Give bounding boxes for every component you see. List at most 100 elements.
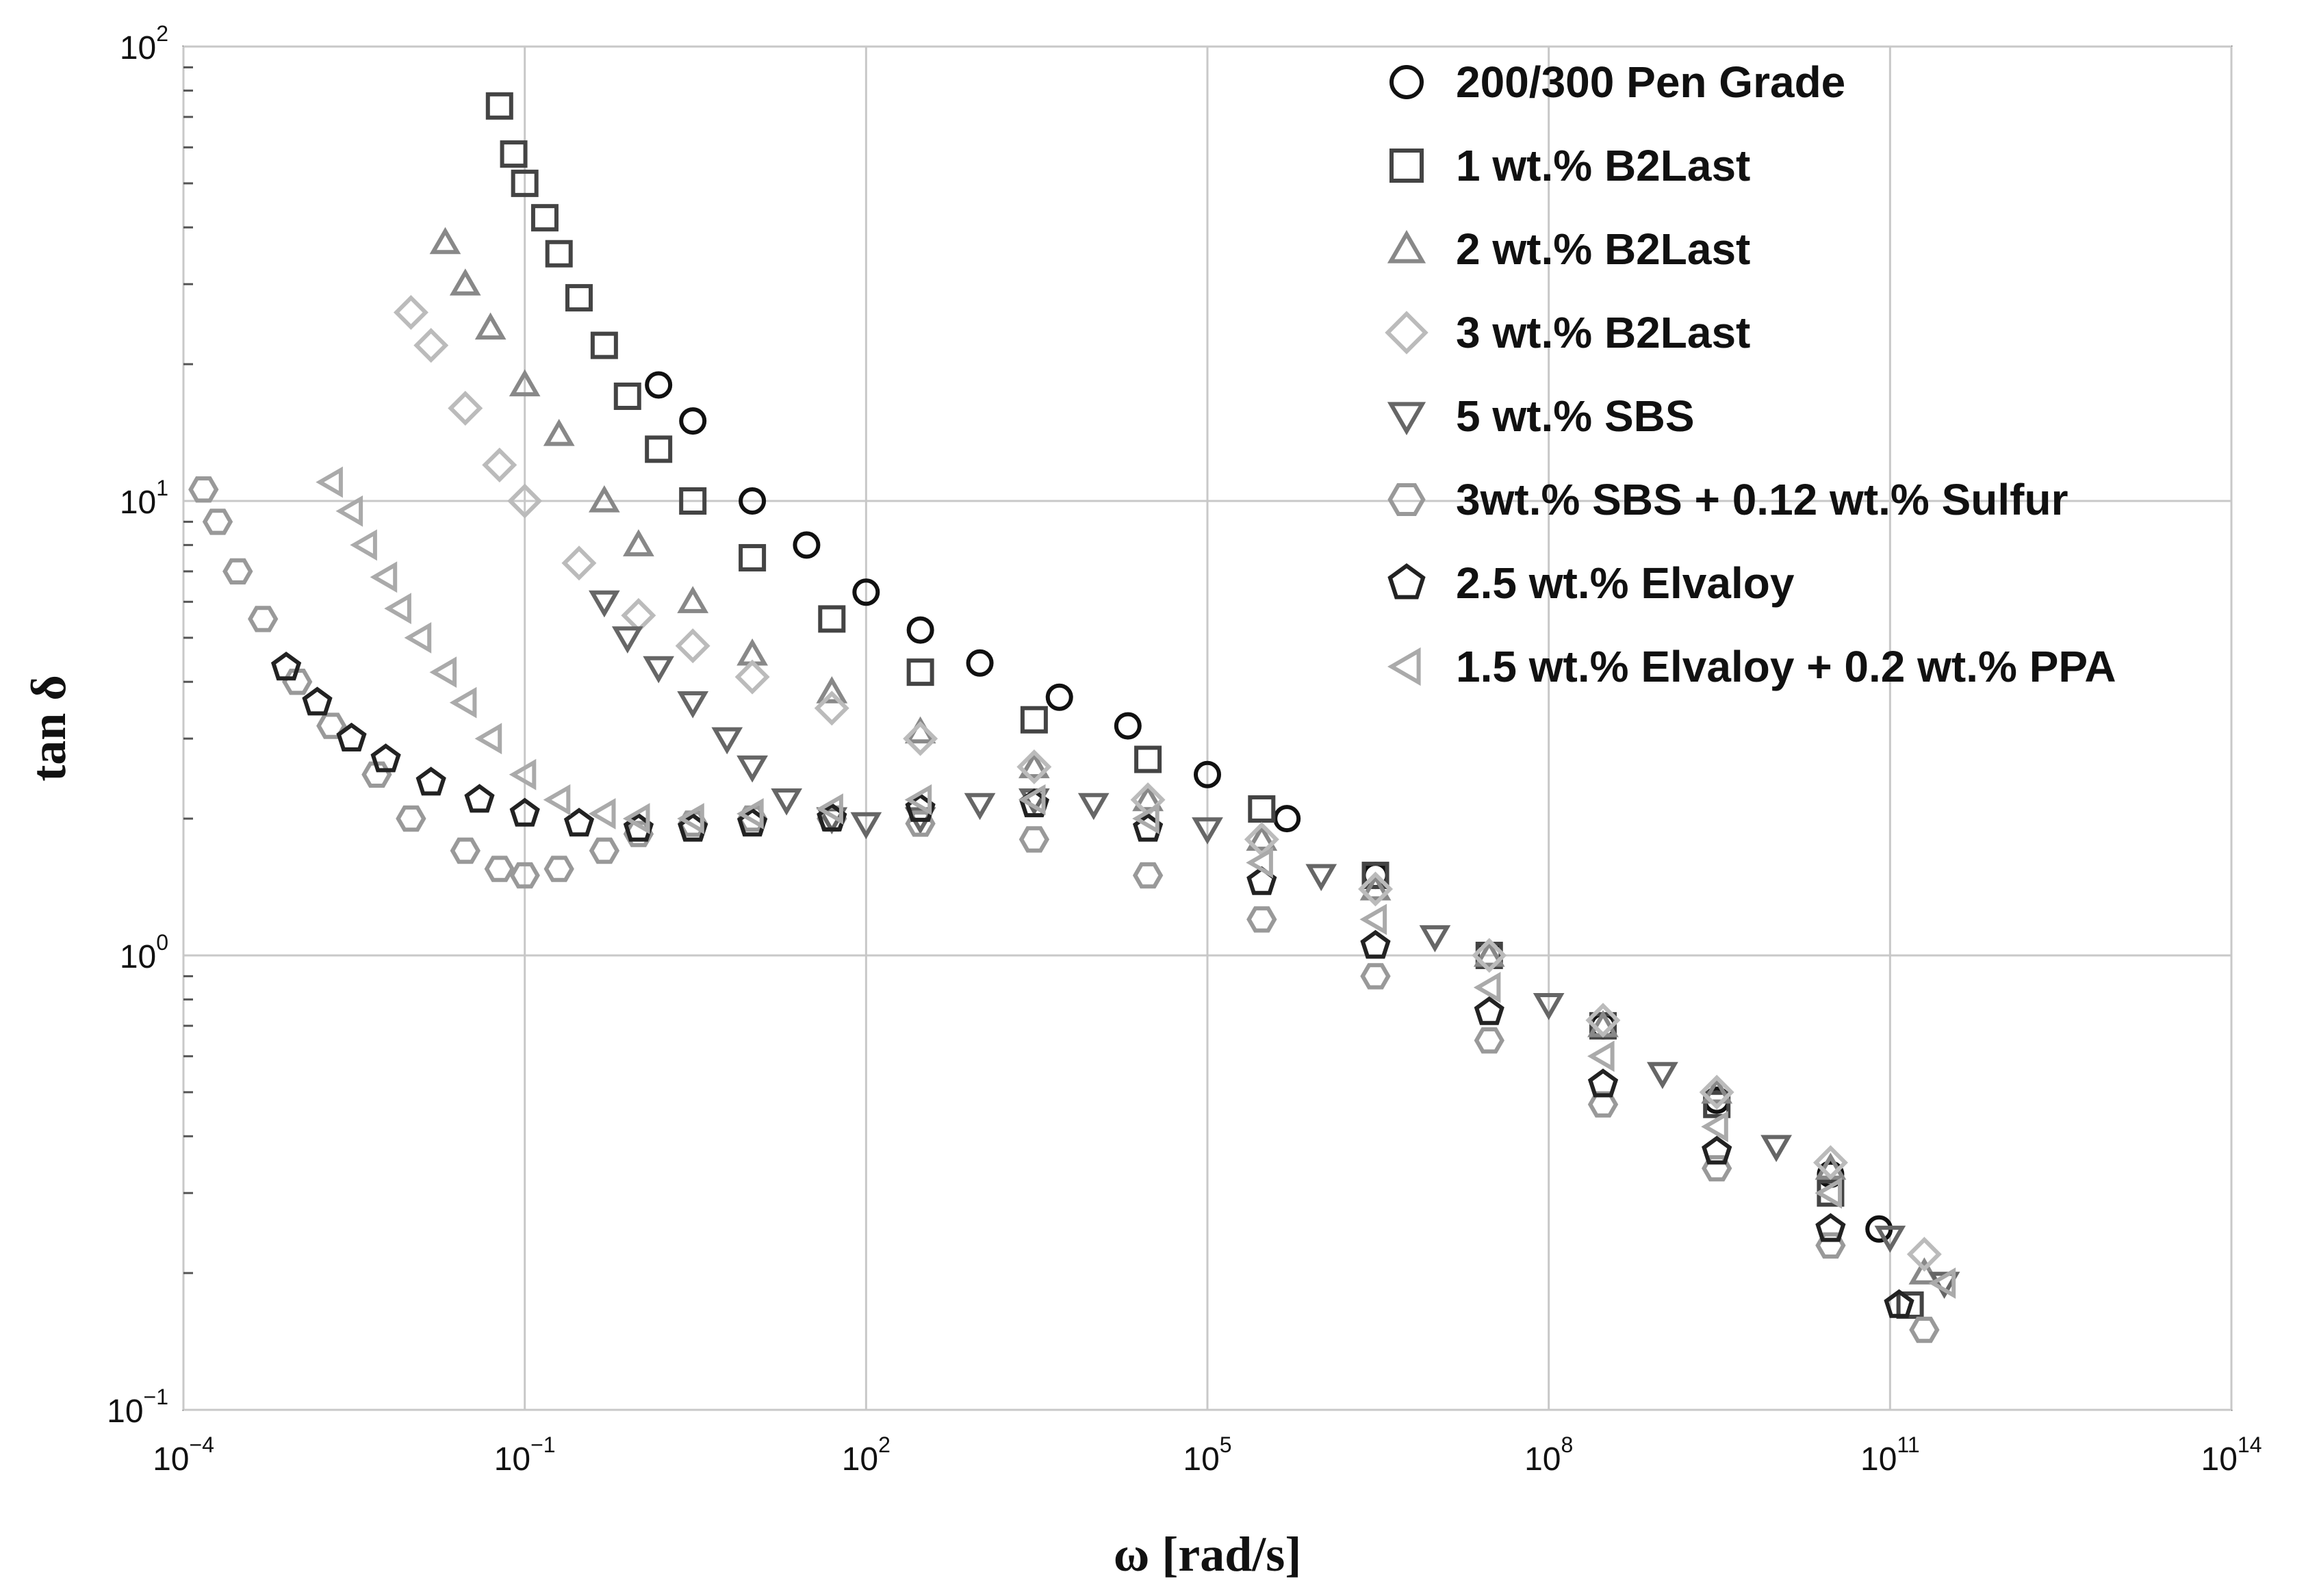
data-point [509,758,537,790]
data-point [563,808,595,837]
data-point [248,606,279,632]
x-tick-label: 10−1 [494,1432,556,1478]
data-point [1702,1155,1732,1182]
data-point [1132,803,1160,835]
data-point [613,382,641,410]
data-point [561,545,597,581]
legend-marker [1387,647,1421,686]
y-tick-labels: 10−1 100 101 102 [107,21,168,1430]
data-point [1909,1316,1940,1343]
data-point [530,204,559,232]
data-point [1587,1040,1615,1072]
data-point [1248,795,1276,823]
data-point [396,805,426,832]
x-tick-labels: 10−4 10−1 102 105 108 1011 1014 [153,1432,2262,1478]
data-point [1359,873,1392,901]
data-point [1246,906,1277,933]
data-point [1192,817,1223,845]
data-point [588,485,620,513]
data-point [370,561,398,593]
data-point [679,407,707,435]
data-point [302,686,333,716]
data-point [645,371,673,399]
data-point [739,543,767,571]
data-point [1474,996,1504,1025]
legend-marker [1387,402,1426,435]
series-3 [393,294,1942,1272]
data-point [966,649,994,677]
data-point [588,798,616,829]
data-point [393,294,428,330]
data-point [1359,903,1387,936]
data-point [621,597,656,633]
data-point [543,419,575,446]
data-point [350,529,377,561]
legend-marker [1387,230,1426,263]
data-point [739,487,767,515]
y-axis-title: tan δ [21,675,76,781]
data-point [202,509,233,535]
data-point [1473,971,1501,1003]
data-point [1533,993,1565,1020]
x-tick-label: 10−4 [153,1432,214,1478]
data-point [361,761,392,788]
data-point [643,656,674,684]
data-point [711,727,743,755]
legend-label: 1 wt.% B2Last [1456,141,1750,190]
minor-ticks [183,66,193,1274]
data-point [1587,1068,1619,1098]
data-point [474,312,507,340]
data-point [1077,793,1110,821]
legend-item: 1 wt.% B2Last [1389,141,1750,190]
data-point [1701,1111,1728,1142]
x-tick-label: 105 [1183,1432,1231,1478]
legend-marker [1385,311,1428,355]
data-point [736,798,764,829]
data-point [1018,826,1050,853]
data-point [1474,1027,1504,1054]
data-point [316,466,343,498]
data-point [509,797,540,827]
data-point [1896,1291,1924,1319]
grid [182,45,2233,1411]
data-point [679,487,707,515]
data-point [1358,871,1394,907]
legend-label: 3wt.% SBS + 0.12 wt.% Sulfur [1456,475,2068,524]
data-point [677,803,704,835]
data-point [1760,1135,1793,1162]
y-tick-label: 102 [120,21,168,66]
data-point [736,755,769,783]
legend-item: 3 wt.% B2Last [1385,308,1750,357]
data-point [1419,925,1451,953]
legend-marker [1387,483,1426,516]
data-point [404,621,432,654]
legend-label: 5 wt.% SBS [1456,391,1695,441]
legend-item: 2.5 wt.% Elvaloy [1387,558,1795,608]
legend-marker [1389,149,1424,183]
legend-label: 2.5 wt.% Elvaloy [1456,558,1795,608]
data-point [1305,864,1337,892]
data-point [1020,706,1048,734]
data-point [852,578,880,606]
data-point [1928,1267,1956,1299]
data-point [1016,749,1052,784]
data-point [545,240,573,268]
data-point [1360,963,1391,990]
data-point [415,767,446,796]
data-point [543,784,571,816]
data-point [336,722,367,751]
data-point [1699,1074,1734,1110]
x-tick-label: 1011 [1860,1432,1920,1478]
data-point [675,628,710,664]
legend-item: 2 wt.% B2Last [1387,224,1750,274]
x-tick-label: 1014 [2201,1432,2262,1478]
data-point [188,476,219,503]
data-point [450,837,481,864]
data-point [734,659,770,695]
y-tick-label: 101 [120,476,168,521]
data-point [507,483,543,519]
data-point [850,812,882,840]
data-point [818,605,846,633]
data-point [484,855,515,882]
data-point [1360,929,1391,959]
